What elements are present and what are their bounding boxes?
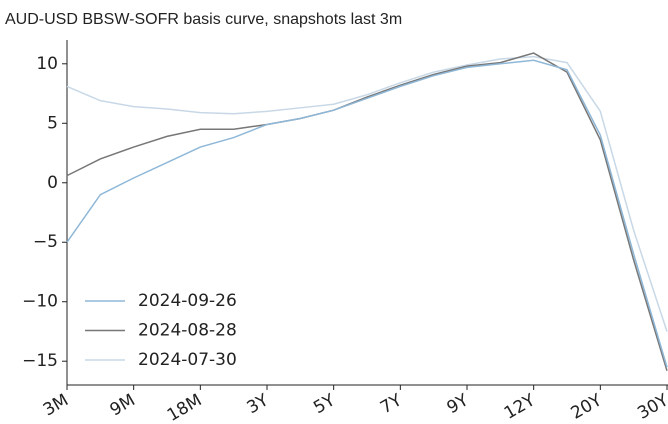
x-tick-label: 3M [40, 390, 72, 420]
y-tick-label: 0 [47, 173, 58, 193]
x-tick-label: 12Y [501, 390, 539, 424]
x-tick-label: 7Y [377, 390, 406, 418]
x-tick-label: 30Y [634, 390, 668, 424]
x-tick-label: 18M [164, 390, 205, 424]
x-tick-label: 20Y [568, 390, 606, 424]
legend-label: 2024-09-26 [138, 291, 237, 311]
x-tick-label: 3Y [244, 390, 273, 418]
y-tick-label: −10 [22, 292, 58, 312]
x-tick-label: 5Y [310, 390, 339, 418]
y-tick-label: 10 [36, 54, 58, 74]
chart-title: AUD-USD BBSW-SOFR basis curve, snapshots… [5, 11, 402, 28]
y-tick-label: −15 [22, 351, 58, 371]
series-line [66, 59, 668, 368]
series-line [66, 55, 668, 332]
legend-label: 2024-07-30 [138, 350, 237, 370]
x-tick-label: 9Y [444, 390, 473, 418]
y-tick-label: 5 [47, 113, 58, 133]
x-tick-label: 9M [107, 390, 139, 420]
series-line [66, 52, 668, 371]
y-tick-label: −5 [33, 232, 58, 252]
legend-label: 2024-08-28 [138, 321, 237, 341]
